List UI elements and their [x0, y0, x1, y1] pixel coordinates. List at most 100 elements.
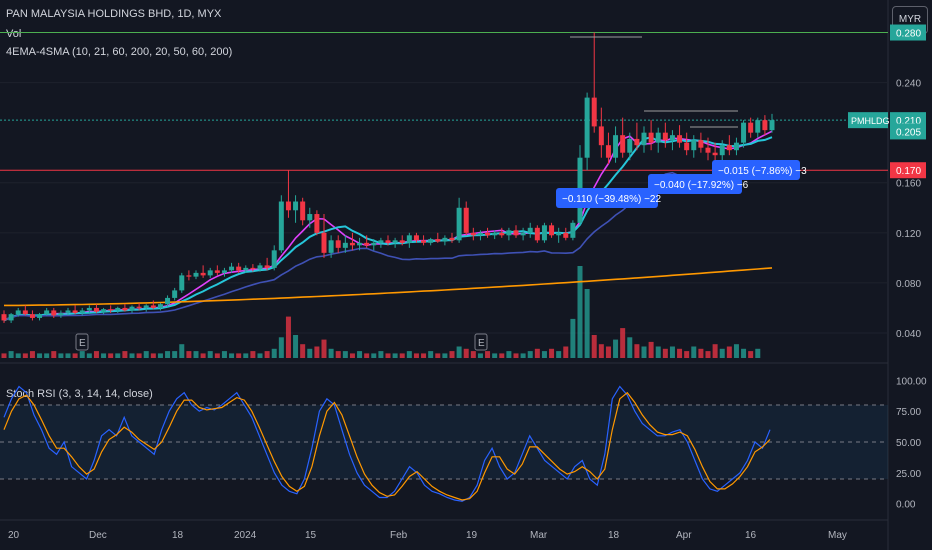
time-tick-label: 20 [8, 530, 20, 541]
candle-body [769, 120, 775, 131]
volume-bar [115, 353, 121, 358]
candle-body [449, 237, 455, 241]
volume-bar [101, 353, 107, 358]
candle-body [285, 201, 291, 211]
price-tag-label: 0.205 [896, 127, 921, 138]
volume-bar [741, 348, 747, 358]
header-stoch-label: Stoch RSI (3, 3, 14, 14, close) [6, 388, 153, 400]
volume-bar [8, 351, 14, 358]
volume-bar [684, 351, 690, 358]
candle-body [541, 225, 547, 241]
volume-bar [726, 346, 732, 358]
volume-bar [591, 335, 597, 358]
candle-body [556, 232, 562, 236]
volume-bar [278, 337, 284, 358]
volume-bar [485, 351, 491, 358]
volume-bar [520, 353, 526, 358]
time-tick-label: 18 [172, 530, 184, 541]
candle-body [385, 240, 391, 243]
candle-body [79, 310, 85, 313]
volume-bar [93, 351, 99, 358]
candle-body [712, 152, 718, 156]
price-tag-label: 0.170 [896, 166, 921, 177]
candle-body [527, 227, 533, 233]
measure-label-text: −0.110 (−39.48%) −22 [562, 194, 661, 205]
candle-body [584, 97, 590, 158]
candle-body [413, 235, 419, 241]
time-tick-label: 16 [745, 530, 757, 541]
candle-body [335, 240, 341, 248]
candle-body [513, 230, 519, 236]
candle-body [506, 230, 512, 236]
candle-body [719, 145, 725, 156]
candle-body [421, 240, 427, 243]
candle-body [641, 132, 647, 146]
candle-body [648, 132, 654, 143]
candle-body [364, 242, 370, 246]
time-tick-label: 15 [305, 530, 317, 541]
volume-bar [499, 353, 505, 358]
volume-bar [221, 351, 227, 358]
candle-body [762, 120, 768, 131]
candle-body [741, 122, 747, 143]
volume-bar [371, 353, 377, 358]
volume-bar [157, 353, 163, 358]
time-tick-label: 19 [466, 530, 478, 541]
candle-body [598, 126, 604, 146]
stoch-tick-label: 100.00 [896, 376, 927, 387]
candle-body [314, 214, 320, 233]
time-tick-label: Apr [676, 530, 692, 541]
candle-body [186, 275, 192, 277]
volume-bar [293, 335, 299, 358]
candle-body [293, 201, 299, 211]
candle-body [477, 232, 483, 236]
volume-bar [321, 339, 327, 358]
candle-body [193, 272, 199, 277]
volume-bar [378, 351, 384, 358]
candle-body [399, 240, 405, 243]
moving-average-line [3, 130, 773, 322]
price-tick-label: 0.240 [896, 79, 921, 90]
candle-body [321, 232, 327, 253]
volume-bar [748, 351, 754, 358]
candle-body [485, 232, 491, 236]
volume-bar [456, 346, 462, 358]
volume-bar [755, 348, 761, 358]
volume-bar [719, 348, 725, 358]
time-tick-label: Mar [530, 530, 548, 541]
candle-body [179, 275, 185, 291]
candle-body [662, 132, 668, 141]
volume-bar [335, 351, 341, 358]
candle-body [684, 142, 690, 151]
volume-bar [627, 337, 633, 358]
volume-bar [165, 351, 171, 358]
price-tag-label: 0.210 [896, 116, 921, 127]
volume-bar [122, 351, 128, 358]
volume-bar [285, 316, 291, 358]
volume-bar [364, 353, 370, 358]
candle-body [1, 314, 7, 321]
candle-body [200, 272, 206, 276]
volume-bar [79, 351, 85, 358]
volume-bar [300, 344, 306, 358]
volume-bar [328, 348, 334, 358]
price-tag-label: 0.280 [896, 29, 921, 40]
stoch-tick-label: 0.00 [896, 500, 916, 511]
candle-body [428, 239, 434, 243]
candle-body [221, 270, 227, 273]
price-tag [890, 162, 926, 179]
candle-body [435, 239, 441, 242]
candle-body [29, 314, 35, 318]
volume-bar [22, 353, 28, 358]
stoch-series-line [3, 385, 771, 502]
candle-body [143, 305, 149, 308]
volume-bar [648, 341, 654, 358]
time-tick-label: May [828, 530, 847, 541]
volume-bar [179, 344, 185, 358]
volume-bar [549, 348, 555, 358]
candle-body [37, 314, 43, 318]
header-ma-label: 4EMA-4SMA (10, 21, 60, 200, 20, 50, 60, … [6, 46, 233, 58]
time-tick-label: 18 [608, 530, 620, 541]
volume-bar [669, 346, 675, 358]
